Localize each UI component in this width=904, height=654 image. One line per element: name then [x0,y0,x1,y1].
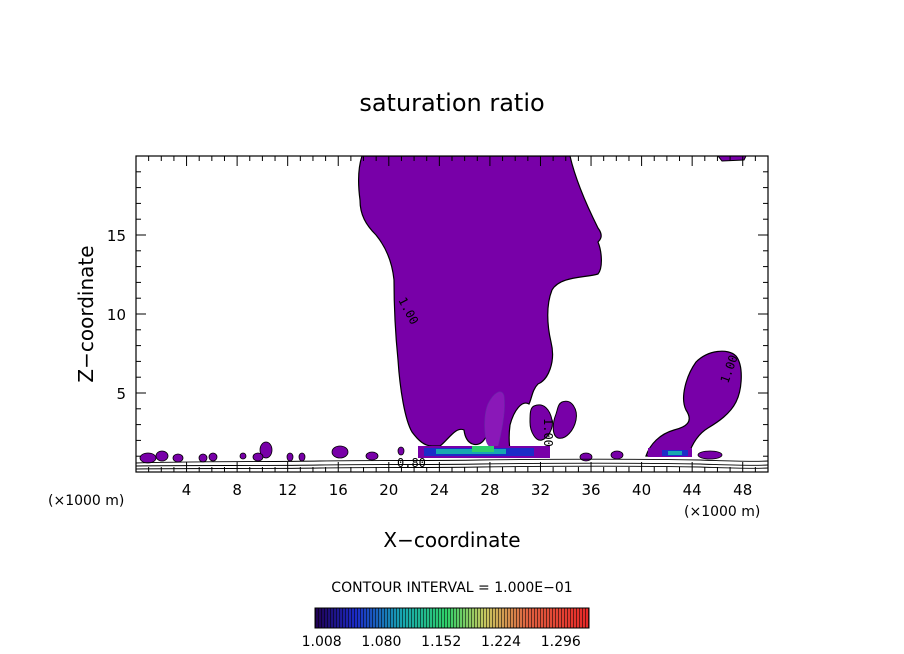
colorbar-stripes [315,608,589,628]
axis-ticks [135,155,769,473]
band-right-teal [668,451,682,455]
x-tick-label: 36 [581,481,600,499]
colorbar-tick-label: 1.008 [302,634,342,650]
x-tick-label: 48 [733,481,752,499]
contour-label-2: 0.80 [397,456,426,470]
colorbar-tick-label: 1.296 [541,634,581,650]
colorbar-frame [314,607,590,629]
colorbar-labels: 1.008 1.080 1.152 1.224 1.296 [302,634,581,650]
y-tick-label: 5 [116,385,126,403]
cloud-small-32 [529,404,553,441]
band-teal [436,449,506,454]
x-tick-label: 12 [278,481,297,499]
x-tick-label: 32 [531,481,550,499]
x-tick-label: 44 [683,481,702,499]
x-unit-left: (×1000 m) [48,493,124,509]
x-tick-label: 24 [430,481,449,499]
x-tick-label: 4 [182,481,192,499]
x-tick-label: 20 [379,481,398,499]
x-unit-right: (×1000 m) [684,504,760,520]
x-tick-label: 40 [632,481,651,499]
x-axis-label: X−coordinate [383,528,520,552]
y-tick-label: 10 [107,306,126,324]
chart-title: saturation ratio [359,89,544,117]
cloud-small-34 [552,400,577,439]
colorbar-tick-label: 1.152 [421,634,461,650]
x-tick-labels: 4 8 12 16 20 24 28 32 36 40 44 48 [182,481,752,499]
low-cells [139,441,723,464]
y-tick-label: 15 [107,227,126,245]
contour-interval: CONTOUR INTERVAL = 1.000E−01 [331,580,572,596]
band-green [472,446,494,452]
contour-label-3: 1.00 [541,418,555,447]
y-tick-labels: 5 10 15 [107,227,126,403]
y-axis-label: Z−coordinate [74,245,98,382]
x-tick-label: 16 [329,481,348,499]
cloud-top-right [717,156,747,162]
surface-contours [136,458,768,470]
colorbar-tick-label: 1.080 [361,634,401,650]
x-tick-label: 28 [480,481,499,499]
colorbar-tick-label: 1.224 [481,634,521,650]
cloud-right [645,350,742,457]
x-tick-label: 8 [232,481,242,499]
